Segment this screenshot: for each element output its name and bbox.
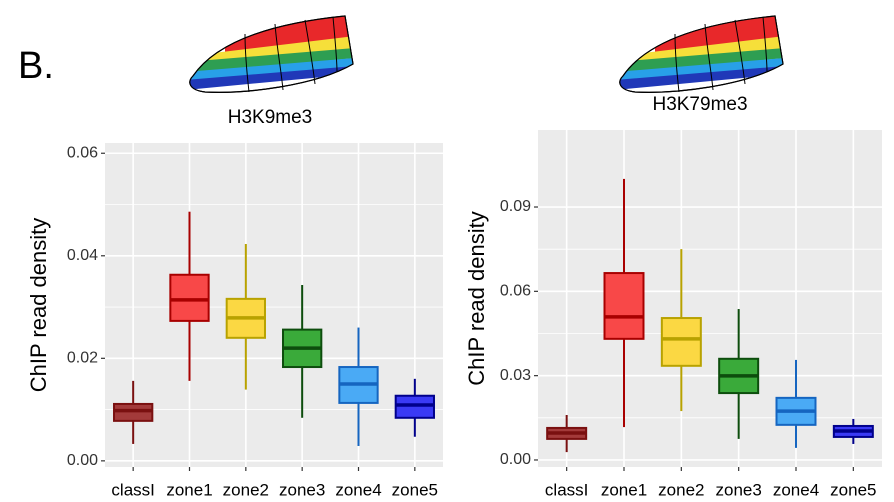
x-tick-label: zone3: [279, 480, 325, 499]
x-tick-label: zone5: [392, 480, 438, 499]
x-tick-label: zone3: [716, 480, 762, 499]
y-tick-label: 0.06: [500, 283, 531, 300]
x-tick-label: zone2: [658, 480, 704, 499]
panel-label: B.: [18, 45, 54, 87]
y-tick-label: 0.00: [500, 451, 531, 468]
y-axis-label: ChIP read density: [26, 218, 51, 392]
box: [114, 404, 152, 421]
chart-title: H3K9me3: [228, 107, 313, 128]
y-tick-label: 0.06: [67, 144, 98, 161]
x-tick-label: classI: [111, 480, 154, 499]
x-tick-label: zone4: [773, 480, 819, 499]
y-tick-label: 0.09: [500, 198, 531, 215]
x-tick-label: zone2: [223, 480, 269, 499]
box: [662, 318, 701, 366]
illustration: [615, 9, 785, 92]
illustration: [185, 9, 355, 92]
y-tick-label: 0.00: [67, 452, 98, 469]
box: [396, 396, 434, 418]
box: [170, 275, 208, 321]
y-tick-label: 0.03: [500, 367, 531, 384]
x-tick-label: zone1: [601, 480, 647, 499]
y-tick-label: 0.02: [67, 350, 98, 367]
figure: B. H3K9me3 ChIP read density 0.00 0.02 0.04 0…: [0, 0, 894, 502]
y-tick-label: 0.04: [67, 247, 98, 264]
y-axis-label: ChIP read density: [464, 211, 489, 385]
chart-title: H3K79me3: [652, 94, 747, 115]
x-tick-label: zone4: [335, 480, 381, 499]
plot-panel: [105, 143, 443, 467]
x-tick-label: zone5: [830, 480, 876, 499]
x-tick-label: classI: [545, 480, 588, 499]
plot-panel: [538, 130, 882, 467]
x-tick-label: zone1: [166, 480, 212, 499]
box: [605, 273, 644, 339]
